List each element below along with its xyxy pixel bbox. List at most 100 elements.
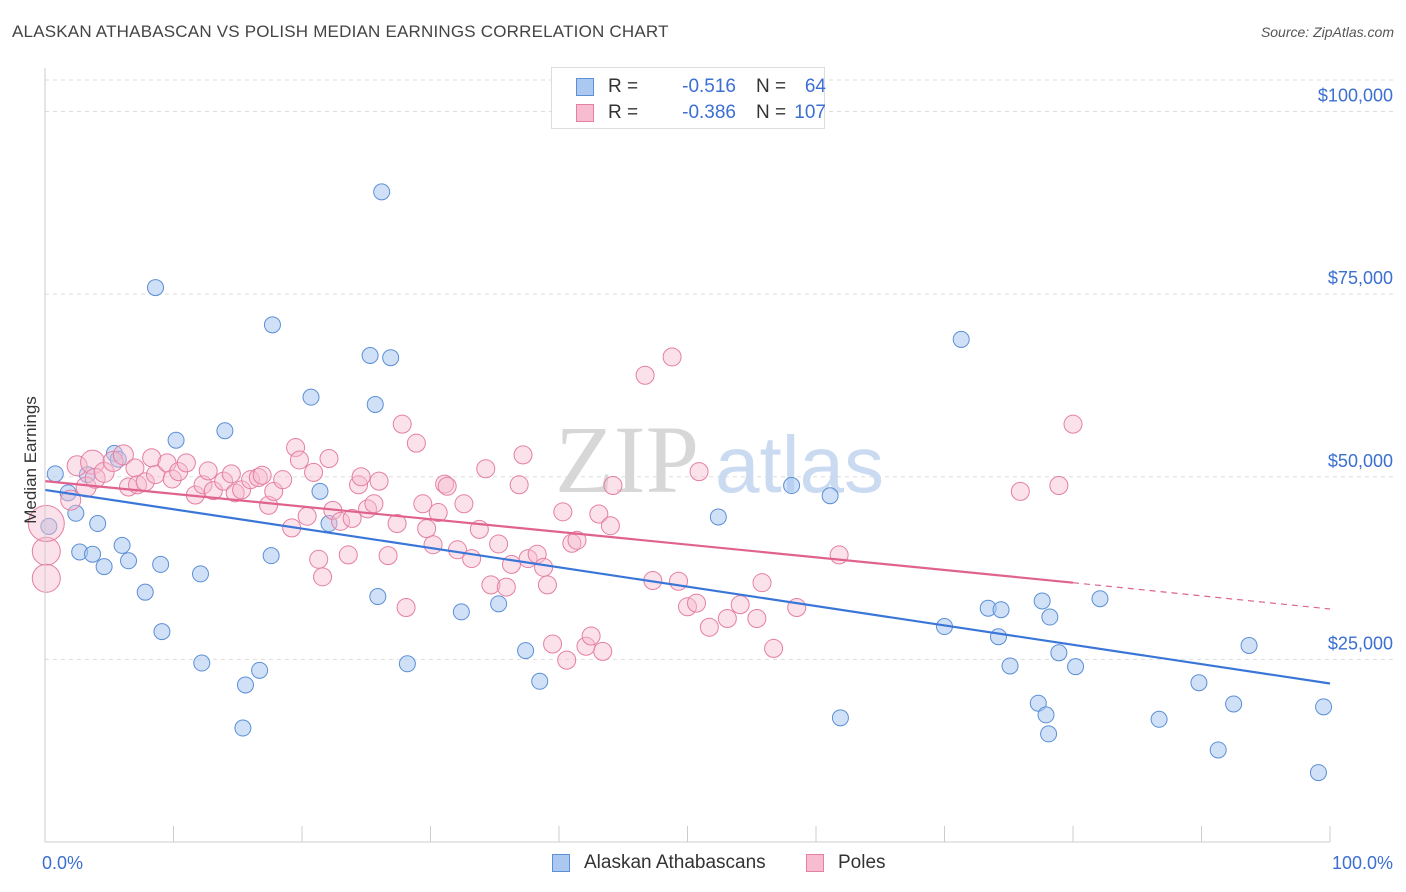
trend-lines xyxy=(44,480,1331,685)
data-point xyxy=(1209,741,1227,759)
data-point xyxy=(589,504,609,524)
data-point xyxy=(27,505,65,543)
data-point xyxy=(543,634,563,654)
data-point xyxy=(203,481,223,501)
data-point xyxy=(387,514,407,534)
data-point xyxy=(752,573,772,593)
data-point xyxy=(496,577,516,597)
data-point xyxy=(46,465,64,483)
data-point xyxy=(369,471,389,491)
data-point xyxy=(366,395,384,413)
data-point xyxy=(1010,481,1030,501)
data-point xyxy=(95,558,113,576)
data-point xyxy=(273,470,293,490)
data-point xyxy=(302,388,320,406)
data-point xyxy=(1050,644,1068,662)
legend-swatch-pink xyxy=(576,104,594,122)
data-point xyxy=(193,654,211,672)
watermark: ZIP atlas xyxy=(555,406,884,513)
data-point xyxy=(125,458,145,478)
bottom-legend-label: Poles xyxy=(838,852,886,873)
data-point xyxy=(396,598,416,618)
data-point xyxy=(1029,694,1047,712)
series-alaskan-athabascans xyxy=(40,183,1333,782)
data-point xyxy=(952,330,970,348)
data-point xyxy=(709,508,727,526)
data-point xyxy=(102,450,124,472)
x-tick-label-min: 0.0% xyxy=(42,853,83,873)
trend-line-poles xyxy=(44,480,1074,584)
data-point xyxy=(513,445,533,465)
data-point xyxy=(662,347,682,367)
data-point xyxy=(304,462,324,482)
data-point xyxy=(89,515,107,533)
data-point xyxy=(764,638,784,658)
data-point xyxy=(112,444,134,466)
data-point xyxy=(251,661,269,679)
data-point xyxy=(992,601,1010,619)
watermark-zip: ZIP xyxy=(555,406,699,513)
data-point xyxy=(1067,658,1085,676)
data-point xyxy=(262,547,280,565)
y-tick-label: $75,000 xyxy=(1328,268,1393,288)
data-point xyxy=(214,471,234,491)
data-point xyxy=(435,474,455,494)
data-point xyxy=(1001,657,1019,675)
data-point xyxy=(338,545,358,565)
data-point xyxy=(191,565,209,583)
y-tick-label: $50,000 xyxy=(1328,451,1393,471)
data-point xyxy=(489,534,509,554)
data-point xyxy=(531,672,549,690)
data-point xyxy=(593,641,613,661)
data-point xyxy=(351,467,371,487)
legend-n-label: N = xyxy=(756,102,787,123)
data-point xyxy=(1041,608,1059,626)
data-point xyxy=(162,469,182,489)
bottom-legend-swatch-blue xyxy=(552,854,570,872)
data-point xyxy=(216,422,234,440)
data-point xyxy=(67,504,85,522)
data-point xyxy=(319,449,339,468)
y-axis-label: Median Earnings xyxy=(21,396,40,524)
data-point xyxy=(567,530,587,550)
data-point xyxy=(1049,476,1069,496)
data-point xyxy=(437,476,457,496)
data-point xyxy=(1309,764,1327,782)
legend-n-value: 64 xyxy=(804,76,826,97)
data-point xyxy=(553,502,573,522)
legend-r-value: -0.386 xyxy=(682,102,736,123)
data-point xyxy=(136,583,154,601)
data-point xyxy=(699,617,719,637)
data-point xyxy=(1091,590,1109,608)
data-point xyxy=(311,482,329,500)
data-point xyxy=(1315,698,1333,716)
data-point xyxy=(31,536,61,566)
legend-r-label: R = xyxy=(608,76,639,97)
data-point xyxy=(93,461,115,483)
data-point xyxy=(176,453,196,473)
data-point xyxy=(392,414,412,434)
data-point xyxy=(364,494,384,514)
trend-line-poles-extension xyxy=(1072,582,1331,610)
data-point xyxy=(378,546,398,566)
data-point xyxy=(109,450,127,468)
data-point xyxy=(113,536,131,554)
data-point xyxy=(1063,414,1083,434)
data-point xyxy=(537,575,557,595)
data-point xyxy=(382,349,400,367)
data-point xyxy=(1040,725,1058,743)
data-point xyxy=(428,503,448,523)
data-point xyxy=(423,535,443,555)
data-point xyxy=(198,461,218,481)
data-point xyxy=(747,608,767,628)
data-point xyxy=(454,494,474,514)
data-point xyxy=(831,709,849,727)
y-tick-label: $25,000 xyxy=(1328,633,1393,653)
axes: 0.0% 100.0% Median Earnings xyxy=(21,68,1393,873)
data-point xyxy=(669,571,689,591)
data-point xyxy=(1037,706,1055,724)
data-point xyxy=(534,557,554,577)
data-point xyxy=(309,549,329,569)
data-point xyxy=(821,487,839,505)
